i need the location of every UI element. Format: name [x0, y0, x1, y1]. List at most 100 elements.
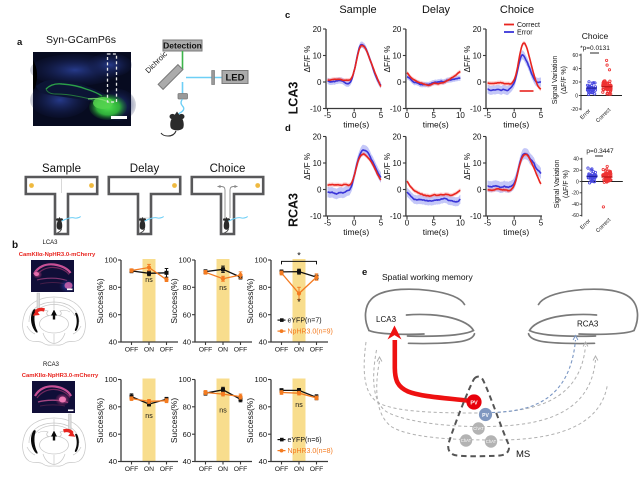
- svg-text:0: 0: [405, 219, 410, 228]
- svg-text:ΔF/F %: ΔF/F %: [303, 46, 312, 73]
- svg-text:Correct: Correct: [517, 22, 540, 29]
- svg-text:40: 40: [109, 338, 117, 347]
- svg-text:ΔF/F %: ΔF/F %: [383, 46, 392, 73]
- svg-text:10: 10: [392, 159, 401, 168]
- svg-text:b: b: [12, 240, 18, 251]
- svg-text:*: *: [297, 250, 301, 260]
- svg-text:0: 0: [397, 185, 402, 194]
- svg-text:10: 10: [313, 159, 322, 168]
- svg-text:Delay: Delay: [130, 163, 160, 175]
- svg-text:ns: ns: [145, 413, 153, 420]
- svg-text:ns: ns: [145, 277, 153, 284]
- svg-text:Choice: Choice: [210, 163, 246, 175]
- svg-text:60: 60: [109, 310, 117, 319]
- svg-text:0: 0: [512, 111, 517, 120]
- svg-text:CamKIIα-NpHR3.0-mCherry: CamKIIα-NpHR3.0-mCherry: [22, 373, 99, 379]
- svg-text:ON: ON: [218, 347, 228, 354]
- svg-text:d: d: [285, 123, 291, 134]
- svg-text:RCA3: RCA3: [287, 193, 301, 227]
- svg-text:20: 20: [473, 25, 482, 34]
- svg-text:5: 5: [379, 219, 384, 228]
- svg-text:RCA3: RCA3: [577, 320, 599, 329]
- svg-text:40: 40: [183, 457, 191, 466]
- svg-text:p=0.3447: p=0.3447: [586, 148, 614, 155]
- svg-text:LCA3: LCA3: [376, 315, 397, 324]
- svg-text:40: 40: [259, 457, 267, 466]
- svg-text:NpHR3.0(n=9): NpHR3.0(n=9): [288, 329, 333, 336]
- svg-text:MS: MS: [516, 449, 530, 460]
- svg-text:80: 80: [183, 283, 191, 292]
- svg-text:10: 10: [313, 51, 322, 60]
- svg-text:0: 0: [477, 78, 482, 87]
- svg-text:40: 40: [183, 338, 191, 347]
- svg-text:0: 0: [575, 93, 578, 99]
- svg-text:OFF: OFF: [275, 347, 289, 354]
- svg-text:Detection: Detection: [163, 41, 202, 51]
- svg-text:OFF: OFF: [310, 466, 324, 473]
- svg-text:0: 0: [512, 219, 517, 228]
- svg-text:*: *: [297, 297, 301, 307]
- svg-text:OFF: OFF: [234, 347, 248, 354]
- svg-text:5: 5: [539, 219, 544, 228]
- svg-text:Success(%): Success(%): [95, 278, 105, 324]
- svg-text:-5: -5: [484, 111, 492, 120]
- svg-text:0: 0: [352, 219, 357, 228]
- svg-text:60: 60: [259, 310, 267, 319]
- svg-text:eYFP(n=6): eYFP(n=6): [288, 437, 322, 444]
- svg-text:ON: ON: [144, 466, 154, 473]
- svg-text:5: 5: [431, 219, 436, 228]
- svg-text:time(s): time(s): [423, 120, 449, 130]
- svg-text:0: 0: [352, 111, 357, 120]
- svg-text:ΔF/F %: ΔF/F %: [303, 153, 312, 180]
- svg-text:-5: -5: [484, 219, 492, 228]
- svg-text:0: 0: [576, 179, 579, 185]
- svg-text:Error: Error: [517, 30, 533, 37]
- svg-text:*p=0.0131: *p=0.0131: [580, 45, 610, 52]
- svg-text:ΔF/F %: ΔF/F %: [383, 153, 392, 180]
- svg-text:ns: ns: [295, 402, 303, 409]
- svg-text:10: 10: [456, 111, 465, 120]
- svg-text:0: 0: [317, 185, 322, 194]
- svg-text:LCA3: LCA3: [42, 240, 58, 246]
- svg-text:OFF: OFF: [160, 347, 174, 354]
- svg-text:ChAT: ChAT: [473, 426, 484, 431]
- svg-text:Success(%): Success(%): [245, 278, 255, 324]
- svg-text:ΔF/F %: ΔF/F %: [463, 46, 472, 73]
- svg-text:c: c: [285, 10, 290, 21]
- svg-text:-10: -10: [310, 212, 322, 221]
- svg-text:100: 100: [178, 256, 191, 265]
- svg-text:Spatial working memory: Spatial working memory: [382, 272, 473, 282]
- svg-text:20: 20: [313, 25, 322, 34]
- svg-text:-20: -20: [571, 107, 578, 113]
- svg-text:-10: -10: [470, 104, 482, 113]
- svg-text:-20: -20: [572, 191, 579, 197]
- svg-text:80: 80: [259, 403, 267, 412]
- svg-text:100: 100: [178, 375, 191, 384]
- svg-text:-10: -10: [390, 212, 402, 221]
- svg-text:0: 0: [477, 185, 482, 194]
- svg-text:Sample: Sample: [339, 4, 376, 16]
- svg-text:20: 20: [392, 132, 401, 141]
- svg-text:10: 10: [456, 219, 465, 228]
- svg-text:60: 60: [183, 430, 191, 439]
- svg-text:40: 40: [259, 338, 267, 347]
- svg-text:(ΔF/F %): (ΔF/F %): [561, 66, 568, 94]
- svg-text:ns: ns: [219, 285, 227, 292]
- svg-text:100: 100: [254, 256, 267, 265]
- svg-text:time(s): time(s): [503, 227, 529, 237]
- svg-text:60: 60: [183, 310, 191, 319]
- svg-text:40: 40: [573, 157, 579, 163]
- svg-text:5: 5: [431, 111, 436, 120]
- svg-text:-10: -10: [390, 104, 402, 113]
- svg-text:-5: -5: [324, 111, 332, 120]
- svg-text:ΔF/F %: ΔF/F %: [463, 153, 472, 180]
- svg-text:Syn-GCamP6s: Syn-GCamP6s: [46, 34, 116, 46]
- svg-text:Sample: Sample: [42, 163, 81, 175]
- svg-text:60: 60: [109, 430, 117, 439]
- svg-text:5: 5: [539, 111, 544, 120]
- svg-text:(ΔF/F %): (ΔF/F %): [563, 170, 570, 198]
- svg-text:20: 20: [572, 80, 578, 86]
- svg-text:ON: ON: [218, 466, 228, 473]
- svg-text:ChAT: ChAT: [461, 438, 472, 443]
- svg-text:20: 20: [573, 168, 579, 174]
